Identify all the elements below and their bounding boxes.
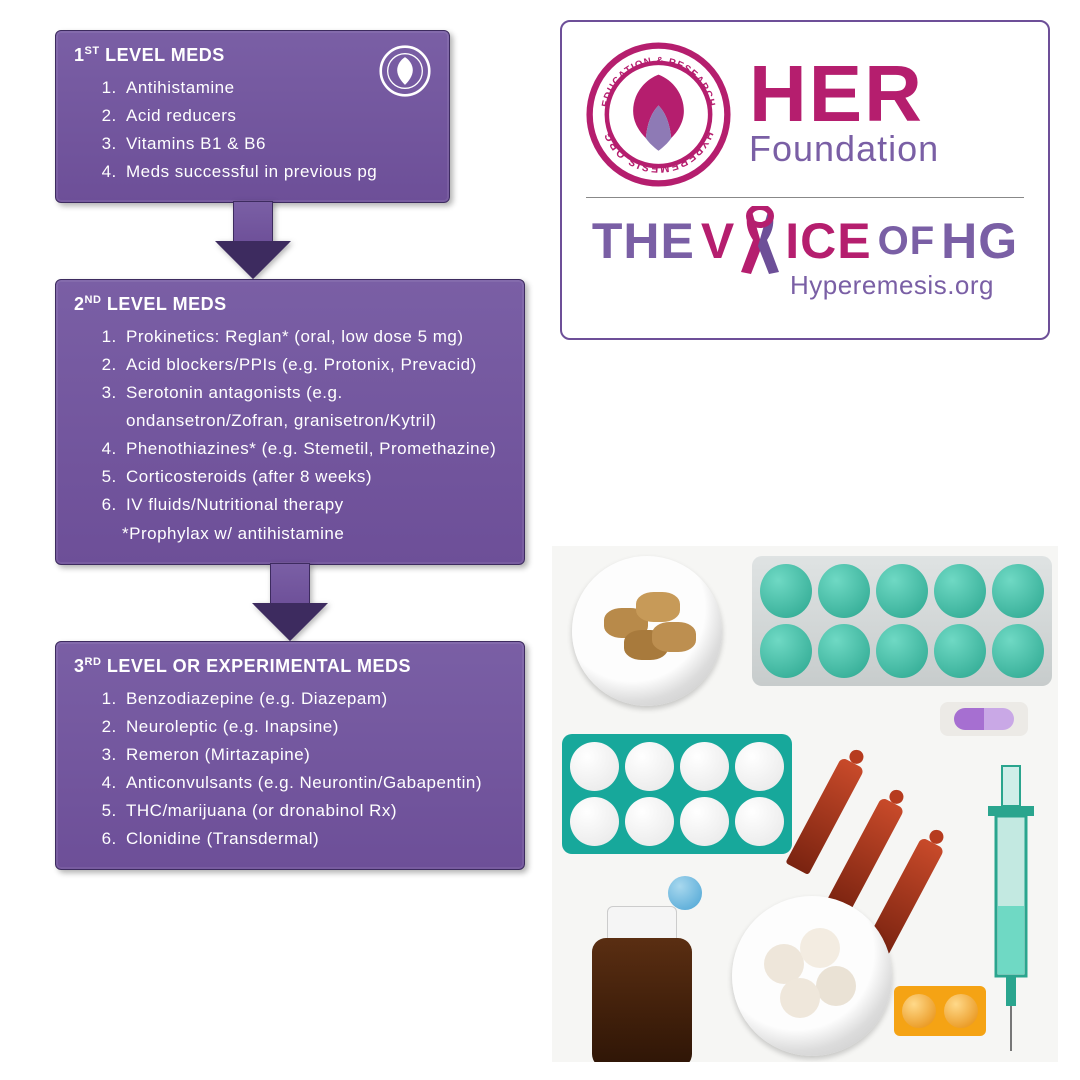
list-item: Acid blockers/PPIs (e.g. Protonix, Preva… (122, 351, 506, 379)
arrow-1 (55, 201, 450, 281)
list-item: Serotonin antagonists (e.g. ondansetron/… (122, 379, 506, 435)
level1-card: 1ST LEVEL MEDS Antihistamine Acid reduce… (55, 30, 450, 203)
foundation-text: Foundation (749, 128, 1024, 170)
syringe-icon (976, 756, 1046, 1056)
medication-flowchart: 1ST LEVEL MEDS Antihistamine Acid reduce… (55, 30, 525, 870)
list-item: Meds successful in previous pg (122, 158, 431, 186)
list-item: Corticosteroids (after 8 weeks) (122, 463, 506, 491)
list-item: Vitamins B1 & B6 (122, 130, 431, 158)
list-item: Neuroleptic (e.g. Inapsine) (122, 713, 506, 741)
list-item: Anticonvulsants (e.g. Neurontin/Gabapent… (122, 769, 506, 797)
medications-illustration (552, 546, 1058, 1062)
website-url: Hyperemesis.org (586, 270, 1024, 301)
her-seal-icon (379, 45, 431, 97)
her-foundation-logo-box: EDUCATION & RESEARCH HYPEREMESIS.ORG HER… (560, 20, 1050, 340)
list-item: IV fluids/Nutritional therapy (122, 491, 506, 519)
list-item: Benzodiazepine (e.g. Diazepam) (122, 685, 506, 713)
level2-card: 2ND LEVEL MEDS Prokinetics: Reglan* (ora… (55, 279, 525, 564)
level3-card: 3RD LEVEL OR EXPERIMENTAL MEDS Benzodiaz… (55, 641, 525, 870)
level3-title: 3RD LEVEL OR EXPERIMENTAL MEDS (74, 656, 506, 677)
arrow-2 (55, 563, 525, 643)
her-circle-logo-icon: EDUCATION & RESEARCH HYPEREMESIS.ORG (586, 42, 731, 187)
level2-note: *Prophylax w/ antihistamine (122, 520, 506, 548)
list-item: Clonidine (Transdermal) (122, 825, 506, 853)
logo-divider (586, 197, 1024, 198)
level1-title: 1ST LEVEL MEDS (74, 45, 431, 66)
list-item: Prokinetics: Reglan* (oral, low dose 5 m… (122, 323, 506, 351)
level3-list: Benzodiazepine (e.g. Diazepam) Neurolept… (122, 685, 506, 853)
voice-of-hg-tagline: THE V ICE OF HG (586, 206, 1024, 276)
list-item: Acid reducers (122, 102, 431, 130)
her-wordmark: HER (749, 60, 1024, 128)
awareness-ribbon-icon (737, 206, 783, 276)
level2-list: Prokinetics: Reglan* (oral, low dose 5 m… (122, 323, 506, 519)
list-item: THC/marijuana (or dronabinol Rx) (122, 797, 506, 825)
list-item: Phenothiazines* (e.g. Stemetil, Prometha… (122, 435, 506, 463)
list-item: Remeron (Mirtazapine) (122, 741, 506, 769)
level2-title: 2ND LEVEL MEDS (74, 294, 506, 315)
